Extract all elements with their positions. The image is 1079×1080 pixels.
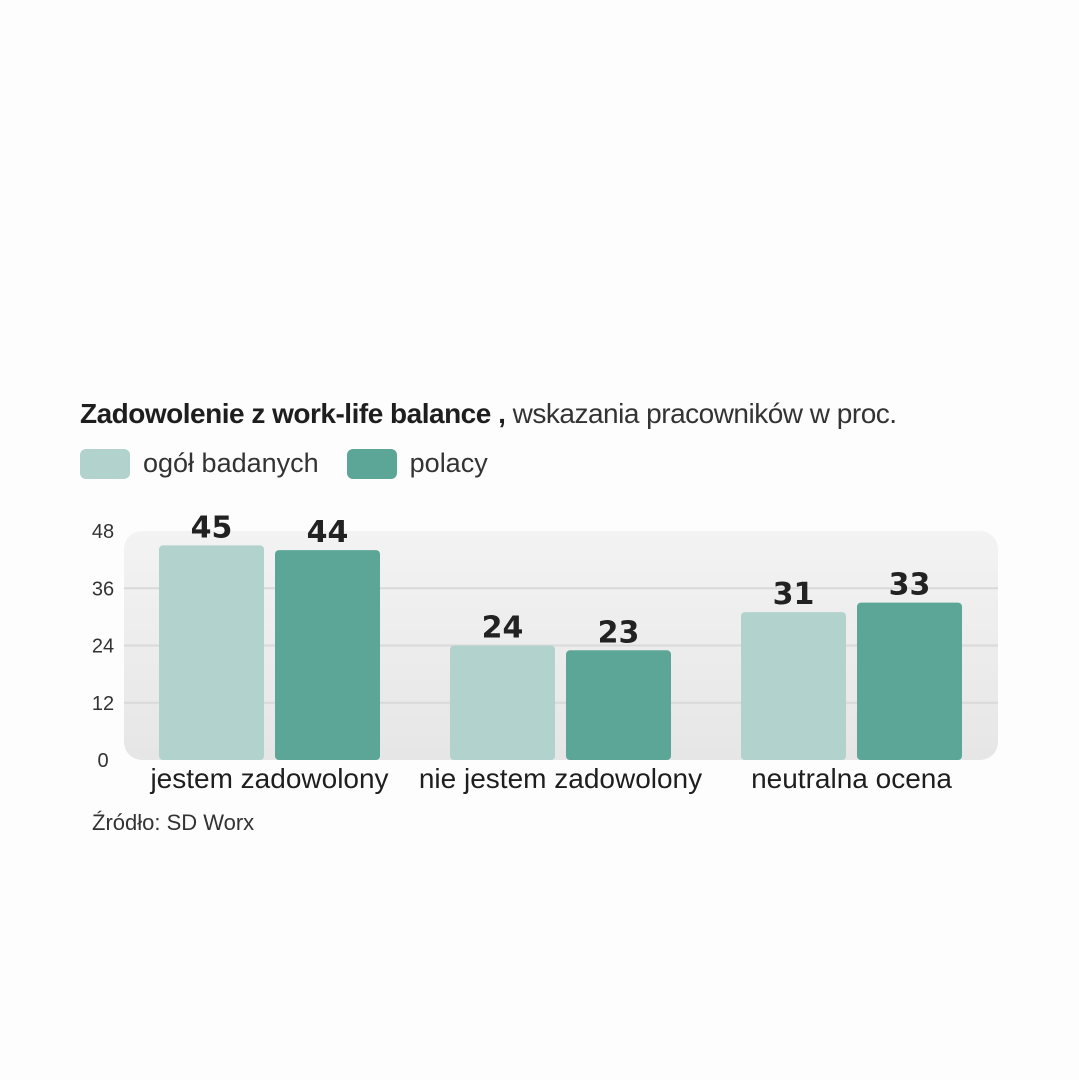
legend-item-polacy: polacy	[346, 448, 488, 479]
bar-ogol-3	[741, 612, 846, 760]
legend-item-ogol: ogół badanych	[80, 448, 319, 479]
source-note: Źródło: SD Worx	[92, 810, 255, 835]
legend-swatch-polacy	[346, 448, 397, 479]
data-label: 45	[191, 510, 233, 545]
legend-swatch-ogol	[80, 448, 130, 479]
category-label: neutralna ocena	[751, 763, 952, 794]
y-tick-label: 36	[92, 578, 114, 600]
data-label: 24	[482, 611, 524, 646]
data-label: 44	[307, 515, 349, 550]
legend: ogół badanych polacy	[80, 448, 516, 479]
bar-ogol-1	[159, 545, 264, 760]
chart-title-rest: wskazania pracowników w proc.	[512, 398, 897, 429]
bar-ogol-2	[450, 645, 555, 760]
y-tick-label: 0	[97, 750, 108, 772]
y-tick-label: 12	[92, 693, 114, 715]
data-label: 31	[773, 577, 815, 612]
bar-polacy-1	[275, 550, 380, 760]
category-label: nie jestem zadowolony	[419, 763, 702, 794]
data-label: 33	[889, 568, 931, 603]
chart-title-bold: Zadowolenie z work-life balance ,	[80, 398, 506, 429]
y-tick-label: 24	[92, 636, 114, 658]
legend-label-polacy: polacy	[409, 448, 488, 478]
chart-title: Zadowolenie z work-life balance , wskaza…	[80, 398, 897, 430]
bar-polacy-2	[566, 650, 671, 760]
y-tick-label: 48	[92, 521, 114, 543]
bar-polacy-3	[857, 602, 962, 760]
data-label: 23	[598, 615, 640, 650]
legend-label-ogol: ogół badanych	[143, 448, 319, 478]
category-label: jestem zadowolony	[149, 763, 388, 794]
